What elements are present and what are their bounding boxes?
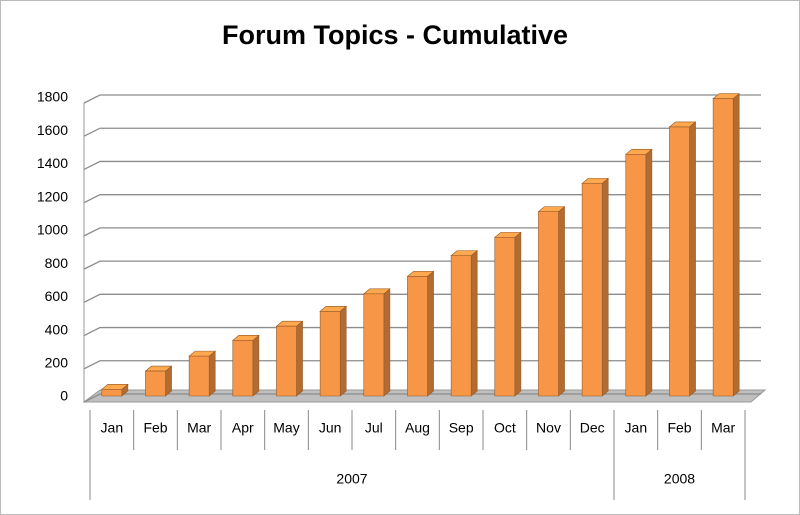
bar-face (581, 183, 603, 397)
bar-face (188, 355, 210, 397)
bar-face (732, 93, 740, 397)
y-tick-label: 1000 (37, 222, 68, 238)
bar-face (669, 126, 690, 397)
bar-face (383, 288, 391, 397)
group-label: 2007 (336, 471, 367, 487)
bar-face (363, 293, 385, 397)
x-tick-label: Oct (494, 420, 516, 436)
bar (493, 231, 522, 397)
x-tick-label: May (273, 420, 299, 436)
y-tick-label: 1800 (37, 89, 68, 105)
grid-line (83, 94, 761, 104)
grid-line (83, 127, 761, 137)
bar-face (296, 320, 303, 397)
bar-face (470, 249, 478, 397)
bar-face (689, 121, 696, 397)
x-tick-label: Sep (449, 420, 474, 436)
chart-title: Forum Topics - Cumulative (222, 20, 568, 50)
bar-face (232, 340, 254, 397)
x-tick-label: Jul (365, 420, 383, 436)
x-tick-label: Apr (232, 420, 254, 436)
bar-face (145, 370, 166, 397)
x-tick-label: Mar (711, 420, 735, 436)
y-tick-label: 400 (45, 321, 69, 337)
x-tick-label: Jun (319, 420, 342, 436)
y-tick-label: 600 (45, 288, 69, 304)
y-tick-label: 1400 (37, 155, 68, 171)
bar (624, 148, 653, 397)
bar (362, 288, 391, 397)
y-tick-label: 1600 (37, 122, 68, 138)
bar-face (450, 255, 472, 397)
bar (450, 249, 479, 397)
bar (231, 334, 260, 397)
bar (319, 305, 348, 397)
bar (144, 365, 173, 397)
bar-face (601, 177, 609, 397)
grid-line (83, 194, 761, 204)
bar-face (558, 205, 565, 397)
bar-face (427, 270, 434, 397)
bar-face (407, 276, 428, 397)
bar (100, 383, 129, 397)
bar-face (252, 334, 260, 397)
bar (581, 177, 610, 397)
x-tick-label: Nov (536, 420, 561, 436)
bar (275, 320, 304, 397)
bar-face (101, 389, 123, 397)
bar-face (514, 231, 522, 397)
y-tick-label: 1200 (37, 188, 68, 204)
y-tick-label: 200 (45, 354, 69, 370)
bar (712, 93, 741, 397)
x-tick-label: Feb (667, 420, 691, 436)
bar-face (538, 211, 559, 397)
bar-face (276, 325, 297, 397)
bar-face (625, 154, 647, 397)
y-tick-label: 800 (45, 255, 69, 271)
x-tick-label: Mar (187, 420, 211, 436)
bar-face (208, 350, 216, 397)
x-tick-label: Dec (580, 420, 605, 436)
group-label: 2008 (664, 471, 695, 487)
x-tick-label: Jan (625, 420, 648, 436)
bar (406, 270, 435, 397)
bar (188, 350, 217, 397)
grid-line (83, 160, 761, 171)
x-tick-label: Feb (143, 420, 167, 436)
bar-face (712, 98, 734, 397)
bar-face (319, 310, 341, 397)
bar-face (494, 237, 516, 397)
bar (537, 205, 566, 397)
x-tick-label: Aug (405, 420, 430, 436)
bar (668, 121, 697, 397)
bar-face (645, 148, 653, 397)
x-tick-label: Jan (101, 420, 124, 436)
y-tick-label: 0 (60, 388, 68, 404)
bar-face (339, 305, 347, 397)
